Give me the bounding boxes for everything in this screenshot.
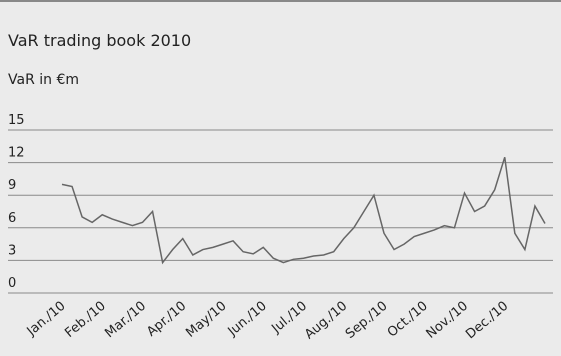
chart-title: VaR trading book 2010 (8, 31, 191, 50)
y-tick-label: 6 (8, 211, 16, 226)
y-tick-label: 0 (8, 276, 16, 291)
y-tick-label: 9 (8, 178, 16, 193)
data-line (61, 156, 546, 265)
y-tick-label: 15 (8, 113, 25, 128)
y-axis-label: VaR in €m (8, 72, 79, 88)
y-tick-label: 3 (8, 243, 16, 258)
y-tick-label: 12 (8, 146, 25, 161)
